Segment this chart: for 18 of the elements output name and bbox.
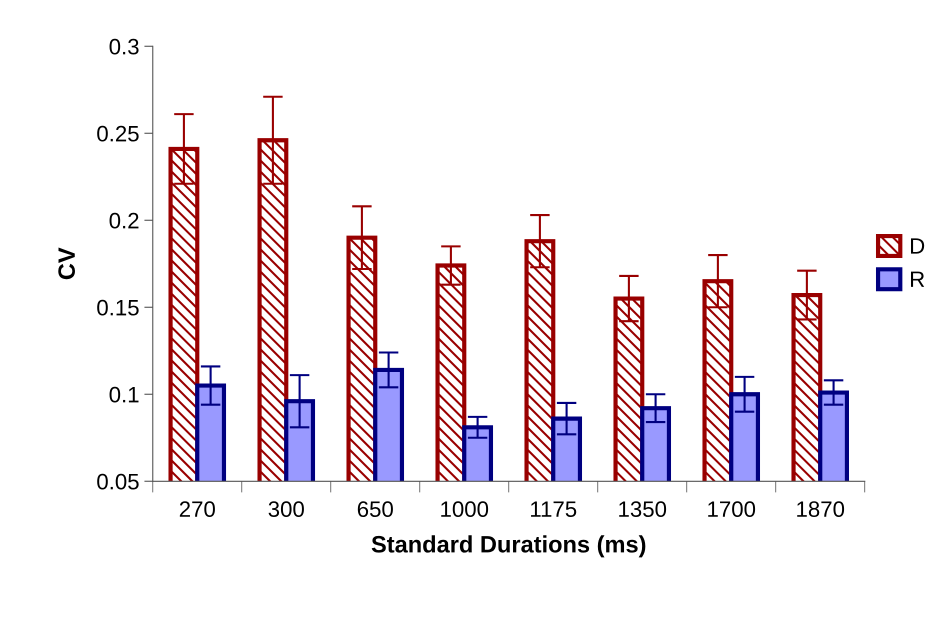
y-tick-label: 0.3 <box>110 38 139 55</box>
x-tick-label: 270 <box>180 501 215 518</box>
y-tick-label: 0.25 <box>97 126 139 142</box>
x-tick-label: 1175 <box>531 502 576 518</box>
x-tick-label: 1350 <box>619 501 666 518</box>
y-tick-label: 0.1 <box>110 386 138 403</box>
x-axis-title: Standard Durations (ms) <box>372 535 646 558</box>
y-axis-title: CV <box>58 248 75 280</box>
x-tick-label: 1700 <box>708 501 756 518</box>
y-tick-label: 0.15 <box>97 300 139 316</box>
legend-label: D <box>911 238 924 254</box>
x-tick-label: 1870 <box>797 501 844 518</box>
x-tick-label: 300 <box>268 501 304 518</box>
y-tick-label: 0.05 <box>97 474 139 490</box>
x-tick-label: 1000 <box>441 501 488 518</box>
y-tick-label: 0.2 <box>110 212 138 229</box>
x-tick-label: 650 <box>358 501 393 518</box>
legend-label: R <box>911 272 924 287</box>
